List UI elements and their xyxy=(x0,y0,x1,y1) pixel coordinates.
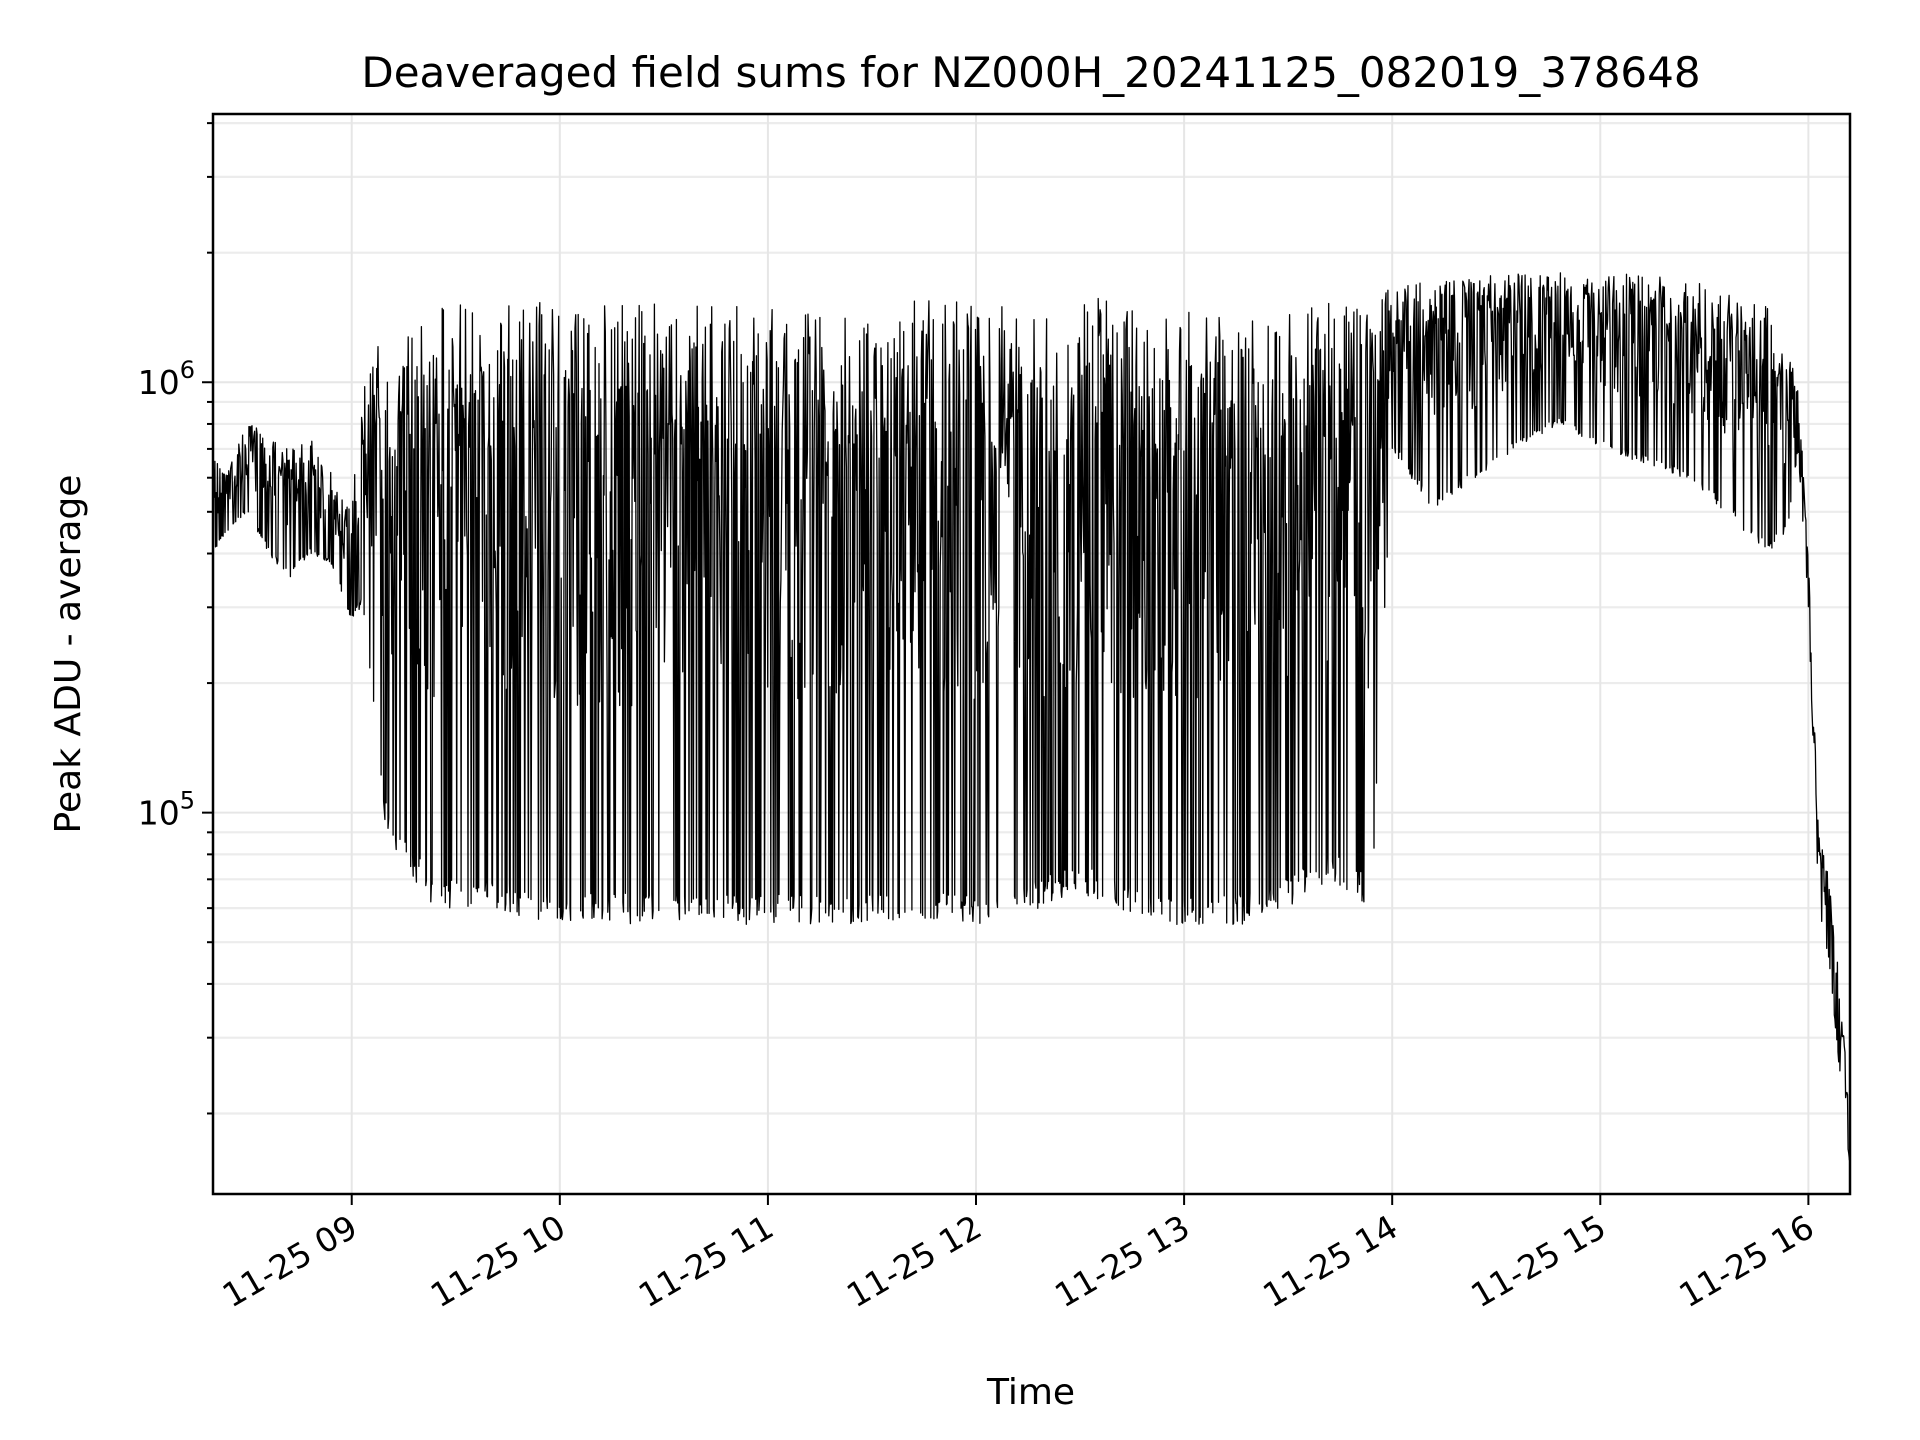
x-tick-label: 11-25 12 xyxy=(840,1207,988,1315)
chart-title: Deaveraged field sums for NZ000H_2024112… xyxy=(361,48,1700,97)
series-line xyxy=(212,272,1851,1161)
x-tick-label: 11-25 15 xyxy=(1464,1207,1612,1315)
x-axis-label: Time xyxy=(986,1372,1075,1413)
grid xyxy=(213,114,1850,1194)
series-layer xyxy=(212,272,1851,1161)
x-tick-label: 11-25 10 xyxy=(424,1207,572,1315)
x-tick-label: 11-25 13 xyxy=(1048,1207,1196,1315)
x-tick-label: 11-25 09 xyxy=(216,1207,364,1315)
x-tick-label: 11-25 16 xyxy=(1672,1207,1820,1315)
x-tick-label: 11-25 11 xyxy=(632,1207,780,1315)
y-axis-label: Peak ADU - average xyxy=(48,475,89,834)
x-tick-label: 11-25 14 xyxy=(1256,1207,1404,1315)
y-tick-label: 105 xyxy=(138,787,195,833)
plot-frame xyxy=(211,112,1852,1196)
y-tick-label: 106 xyxy=(138,356,195,402)
